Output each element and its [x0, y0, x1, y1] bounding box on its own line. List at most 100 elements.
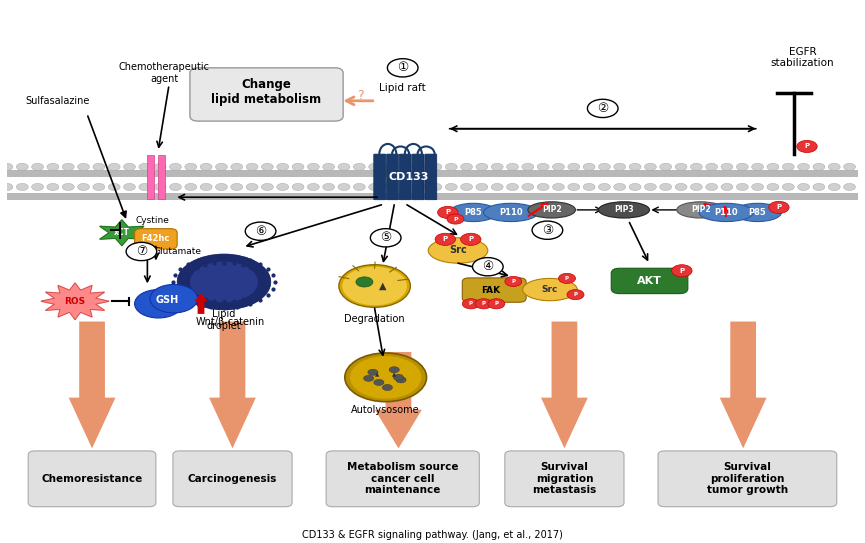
Circle shape	[614, 184, 625, 191]
Circle shape	[93, 163, 105, 171]
Circle shape	[323, 163, 335, 171]
FancyBboxPatch shape	[425, 154, 437, 200]
Text: ROS: ROS	[65, 296, 86, 306]
Circle shape	[339, 264, 410, 307]
Circle shape	[170, 163, 182, 171]
Circle shape	[384, 184, 396, 191]
Text: xCT: xCT	[114, 228, 130, 237]
Circle shape	[124, 163, 136, 171]
Circle shape	[345, 353, 426, 402]
Circle shape	[261, 163, 273, 171]
Text: PIP3: PIP3	[614, 205, 634, 214]
Circle shape	[475, 299, 492, 309]
Circle shape	[599, 163, 611, 171]
Text: P: P	[482, 301, 485, 306]
Circle shape	[843, 184, 855, 191]
Bar	[7, 170, 858, 177]
Circle shape	[400, 163, 411, 171]
Circle shape	[16, 184, 29, 191]
Circle shape	[507, 184, 518, 191]
Circle shape	[445, 184, 458, 191]
Text: CD133: CD133	[388, 172, 429, 182]
Circle shape	[690, 163, 702, 171]
Circle shape	[154, 163, 166, 171]
Circle shape	[93, 184, 105, 191]
Text: P: P	[511, 279, 516, 284]
Circle shape	[135, 289, 183, 318]
Circle shape	[353, 184, 365, 191]
Circle shape	[721, 163, 733, 171]
Circle shape	[382, 384, 393, 390]
Circle shape	[782, 163, 794, 171]
Circle shape	[356, 277, 373, 287]
Text: ④: ④	[482, 260, 493, 273]
Circle shape	[537, 184, 549, 191]
Polygon shape	[41, 283, 109, 319]
Text: P85: P85	[465, 208, 482, 217]
Circle shape	[843, 163, 855, 171]
Circle shape	[438, 206, 458, 218]
Circle shape	[277, 163, 289, 171]
Text: P: P	[468, 236, 473, 242]
Polygon shape	[99, 220, 144, 245]
Text: Wnt/β-catenin: Wnt/β-catenin	[195, 317, 265, 326]
Circle shape	[139, 184, 151, 191]
Text: P: P	[443, 236, 448, 242]
Circle shape	[507, 163, 518, 171]
Circle shape	[190, 262, 258, 302]
FancyBboxPatch shape	[190, 68, 343, 121]
Circle shape	[170, 184, 182, 191]
Bar	[147, 155, 154, 199]
Text: P110: P110	[499, 208, 522, 217]
Bar	[158, 155, 165, 199]
Ellipse shape	[528, 202, 575, 218]
FancyBboxPatch shape	[173, 451, 292, 507]
Text: Degradation: Degradation	[344, 314, 405, 324]
Circle shape	[430, 163, 442, 171]
Circle shape	[370, 229, 401, 247]
Circle shape	[394, 374, 404, 381]
Circle shape	[231, 184, 243, 191]
Circle shape	[583, 163, 595, 171]
Text: F42hc: F42hc	[142, 235, 170, 243]
Text: Chemotherapeutic
agent: Chemotherapeutic agent	[119, 62, 210, 84]
FancyBboxPatch shape	[387, 154, 399, 200]
Circle shape	[491, 184, 503, 191]
Circle shape	[126, 242, 157, 261]
Circle shape	[200, 163, 212, 171]
Circle shape	[767, 184, 778, 191]
Text: AKT: AKT	[638, 276, 662, 286]
Text: Change
lipid metabolism: Change lipid metabolism	[211, 78, 322, 106]
Text: P: P	[469, 301, 473, 306]
Circle shape	[323, 184, 335, 191]
FancyBboxPatch shape	[29, 451, 156, 507]
Text: GSH: GSH	[156, 295, 178, 305]
Circle shape	[343, 267, 407, 305]
Circle shape	[368, 163, 381, 171]
Text: Cystine: Cystine	[136, 216, 170, 225]
Bar	[7, 193, 858, 200]
Circle shape	[231, 163, 243, 171]
Text: EGFR
stabilization: EGFR stabilization	[771, 47, 835, 68]
Circle shape	[629, 184, 641, 191]
Circle shape	[247, 184, 258, 191]
Circle shape	[139, 163, 151, 171]
Circle shape	[261, 184, 273, 191]
Text: Metabolism source
cancer cell
maintenance: Metabolism source cancer cell maintenanc…	[347, 462, 458, 495]
Text: ▲: ▲	[375, 372, 380, 377]
Text: Lipid
droplet: Lipid droplet	[207, 309, 241, 331]
Circle shape	[1, 163, 13, 171]
Circle shape	[215, 184, 227, 191]
Circle shape	[32, 184, 43, 191]
FancyBboxPatch shape	[658, 451, 836, 507]
Text: P: P	[679, 268, 684, 274]
FancyArrow shape	[209, 321, 256, 449]
Circle shape	[532, 221, 563, 239]
Circle shape	[247, 163, 258, 171]
Text: ③: ③	[541, 224, 553, 237]
Text: P: P	[777, 204, 781, 210]
Ellipse shape	[522, 279, 577, 301]
Circle shape	[644, 163, 657, 171]
Circle shape	[782, 184, 794, 191]
Circle shape	[150, 285, 197, 313]
